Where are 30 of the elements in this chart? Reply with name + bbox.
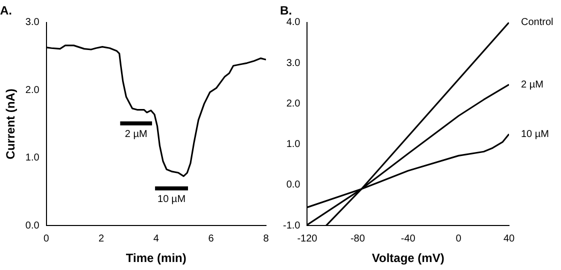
y-axis-title: Current (nA) [4, 88, 18, 160]
x-tick-label: -40 [400, 233, 416, 244]
series-label: 10 µM [521, 128, 549, 140]
y-tick-label: 3.0 [25, 17, 40, 28]
x-tick-label: 0 [456, 233, 462, 244]
x-axis-title: Voltage (mV) [372, 251, 444, 266]
x-axis-title: Time (min) [126, 251, 186, 266]
chart-title: B. [280, 4, 292, 18]
x-tick-label: 40 [503, 233, 515, 244]
x-tick-label: -120 [297, 233, 318, 244]
chart-title: A. [0, 4, 12, 18]
y-tick-label: 0.0 [286, 180, 301, 191]
series-label: Control [521, 17, 554, 28]
y-tick-label: 0.0 [25, 220, 40, 232]
x-tick-label: 2 [98, 233, 104, 244]
x-tick-label: 8 [263, 233, 270, 244]
x-tick-label: 0 [44, 233, 50, 244]
y-tick-label: 2.0 [25, 84, 40, 96]
y-tick-label: -1.0 [282, 220, 301, 232]
annotation: 10 µM [158, 194, 186, 206]
y-tick-label: 1.0 [286, 139, 301, 150]
y-tick-label: 4.0 [286, 17, 301, 28]
x-tick-label: -80 [350, 233, 366, 244]
y-tick-label: 3.0 [286, 58, 301, 69]
annotation: 2 µM [124, 129, 148, 140]
y-tick-label: 1.0 [25, 152, 40, 164]
x-tick-label: 4 [153, 233, 160, 244]
x-tick-label: 6 [208, 233, 214, 244]
series-label: 2 µM [521, 79, 544, 90]
y-tick-label: 2.0 [286, 98, 301, 110]
